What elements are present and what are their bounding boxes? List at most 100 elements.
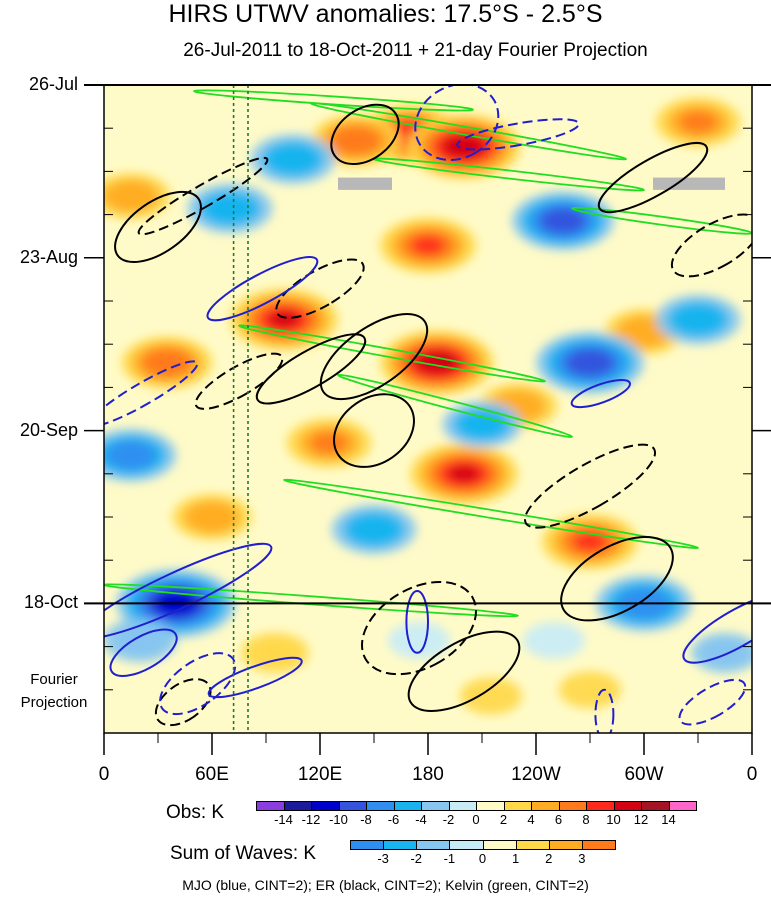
anomaly-blob-20-level-4 (574, 353, 606, 372)
y-tick-label-23-aug: 23-Aug (19, 247, 78, 267)
mjo-contour-9 (159, 652, 237, 716)
obs-colorbar-swatch-4 (366, 801, 395, 811)
waves-ticks-label-2: -1 (443, 851, 456, 866)
er-contour-11 (523, 443, 657, 529)
anomaly-blob-14-level-2 (194, 506, 230, 528)
waves-colorbar-swatch-7 (581, 840, 616, 850)
obs-colorbar-swatch-5 (393, 801, 422, 811)
anomaly-blob-30-level-1 (704, 640, 746, 666)
er-contour-8 (194, 352, 284, 410)
anomaly-blob-32-level-0 (523, 621, 585, 659)
obs-colorbar-ticks: -14 -12 -10 -8 -6 -4 -2 0 2 4 6 8 10 12 14 (256, 812, 696, 828)
obs-ticks-label-9: 4 (527, 812, 535, 827)
anomaly-blob-12-level-2 (113, 185, 149, 207)
kelvin-contour-1 (310, 102, 627, 161)
er-contour-3 (333, 393, 415, 468)
waves-ticks-label-4: 1 (512, 851, 520, 866)
anomaly-blob-11-level-2 (679, 111, 717, 133)
anomaly-blob-24-level-3 (115, 446, 147, 465)
obs-ticks-label-12: 10 (606, 812, 621, 827)
mjo-contour-0 (206, 256, 319, 322)
obs-colorbar-swatch-9 (503, 801, 532, 811)
obs-colorbar-swatch-11 (558, 801, 587, 811)
obs-ticks-label-6: -2 (442, 812, 455, 827)
obs-colorbar-swatch-13 (613, 801, 642, 811)
waves-ticks-label-3: 0 (478, 851, 487, 866)
missing-data-box-0 (338, 177, 392, 190)
waves-colorbar-swatch-4 (482, 840, 517, 850)
obs-colorbar-swatch-15 (668, 801, 697, 811)
x-tick-label-180: 180 (412, 764, 444, 785)
er-contour-1 (319, 313, 429, 401)
anomaly-blob-21-level-4 (548, 212, 578, 230)
y-tick-label-20-sep: 20-Sep (19, 420, 78, 440)
waves-colorbar-swatch-5 (515, 840, 550, 850)
er-contour-4 (407, 630, 521, 712)
mjo-contour-11 (678, 678, 747, 726)
kelvin-contour-6 (283, 478, 699, 549)
mjo-contour-6 (456, 118, 580, 151)
waves-colorbar-swatch-2 (416, 840, 451, 850)
mjo-contour-3 (109, 628, 178, 678)
obs-colorbar-swatch-14 (641, 801, 670, 811)
obs-ticks-label-10: 6 (554, 812, 563, 827)
obs-ticks-label-14: 14 (661, 812, 676, 827)
anomaly-blob-1-level-5 (450, 138, 478, 155)
anomaly-blob-13-level-2 (626, 321, 662, 343)
er-contour-2 (255, 333, 367, 405)
er-contour-6 (597, 142, 709, 214)
anomaly-blob-7-level-3 (151, 353, 183, 372)
kelvin-contour-4 (238, 324, 546, 383)
obs-colorbar-swatch-8 (476, 801, 505, 811)
er-contour-13 (154, 678, 212, 727)
obs-colorbar-swatch-7 (448, 801, 477, 811)
x-tick-label-0-end: 0 (746, 764, 758, 785)
er-contour-14 (330, 103, 400, 165)
waves-colorbar-swatch-3 (449, 840, 484, 850)
obs-colorbar-swatch-12 (586, 801, 615, 811)
er-contour-7 (137, 156, 269, 236)
waves-ticks-label-6: 3 (578, 851, 586, 866)
anomaly-blob-8-level-3 (340, 131, 372, 150)
obs-colorbar-swatch-3 (338, 801, 367, 811)
obs-ticks-label-8: 2 (499, 812, 508, 827)
mjo-contour-12 (104, 360, 199, 427)
anomaly-blob-15-level-1 (254, 640, 296, 666)
kelvin-contour-5 (337, 373, 573, 438)
x-tick-label-120e: 120E (297, 764, 343, 785)
waves-ticks-label-1: -2 (410, 851, 423, 866)
waves-colorbar-title: Sum of Waves: K (170, 843, 317, 864)
anomaly-blob-3-level-4 (268, 310, 300, 329)
x-tick-label-60e: 60E (195, 764, 229, 785)
er-contour-0 (114, 190, 202, 263)
waves-ticks-label-0: -3 (377, 851, 389, 866)
obs-colorbar-title: Obs: K (166, 802, 225, 823)
projection-label: Fourier Projection (14, 668, 94, 714)
obs-colorbar-swatch-6 (421, 801, 450, 811)
mjo-contour-4 (405, 590, 430, 654)
anomaly-blob-16-level-0 (559, 671, 621, 709)
er-contour-5 (560, 536, 674, 622)
anomaly-blob-29-level-1 (117, 627, 163, 654)
missing-data-box-1 (653, 177, 725, 190)
obs-ticks-label-2: -10 (329, 812, 348, 827)
obs-ticks-label-0: -14 (274, 812, 293, 827)
mjo-contour-10 (594, 688, 615, 733)
x-tick-label-60w: 60W (624, 764, 664, 785)
x-tick-label-0: 0 (98, 764, 110, 785)
mjo-contour-8 (682, 592, 752, 664)
obs-colorbar-swatch-0 (256, 801, 285, 811)
obs-ticks-label-5: -4 (415, 812, 427, 827)
waves-colorbar (350, 840, 616, 850)
er-contour-10 (361, 580, 477, 676)
obs-ticks-label-7: 0 (472, 812, 480, 827)
mjo-contour-2 (207, 656, 303, 699)
mjo-contour-1 (104, 542, 273, 640)
anomaly-blob-28-level-2 (274, 148, 312, 171)
obs-colorbar-swatch-2 (311, 801, 340, 811)
projection-label-line2: Projection (20, 694, 88, 711)
anomaly-blob-2-level-3 (411, 235, 445, 256)
obs-ticks-label-11: 8 (582, 812, 590, 827)
anomaly-blob-5-level-4 (448, 464, 480, 483)
